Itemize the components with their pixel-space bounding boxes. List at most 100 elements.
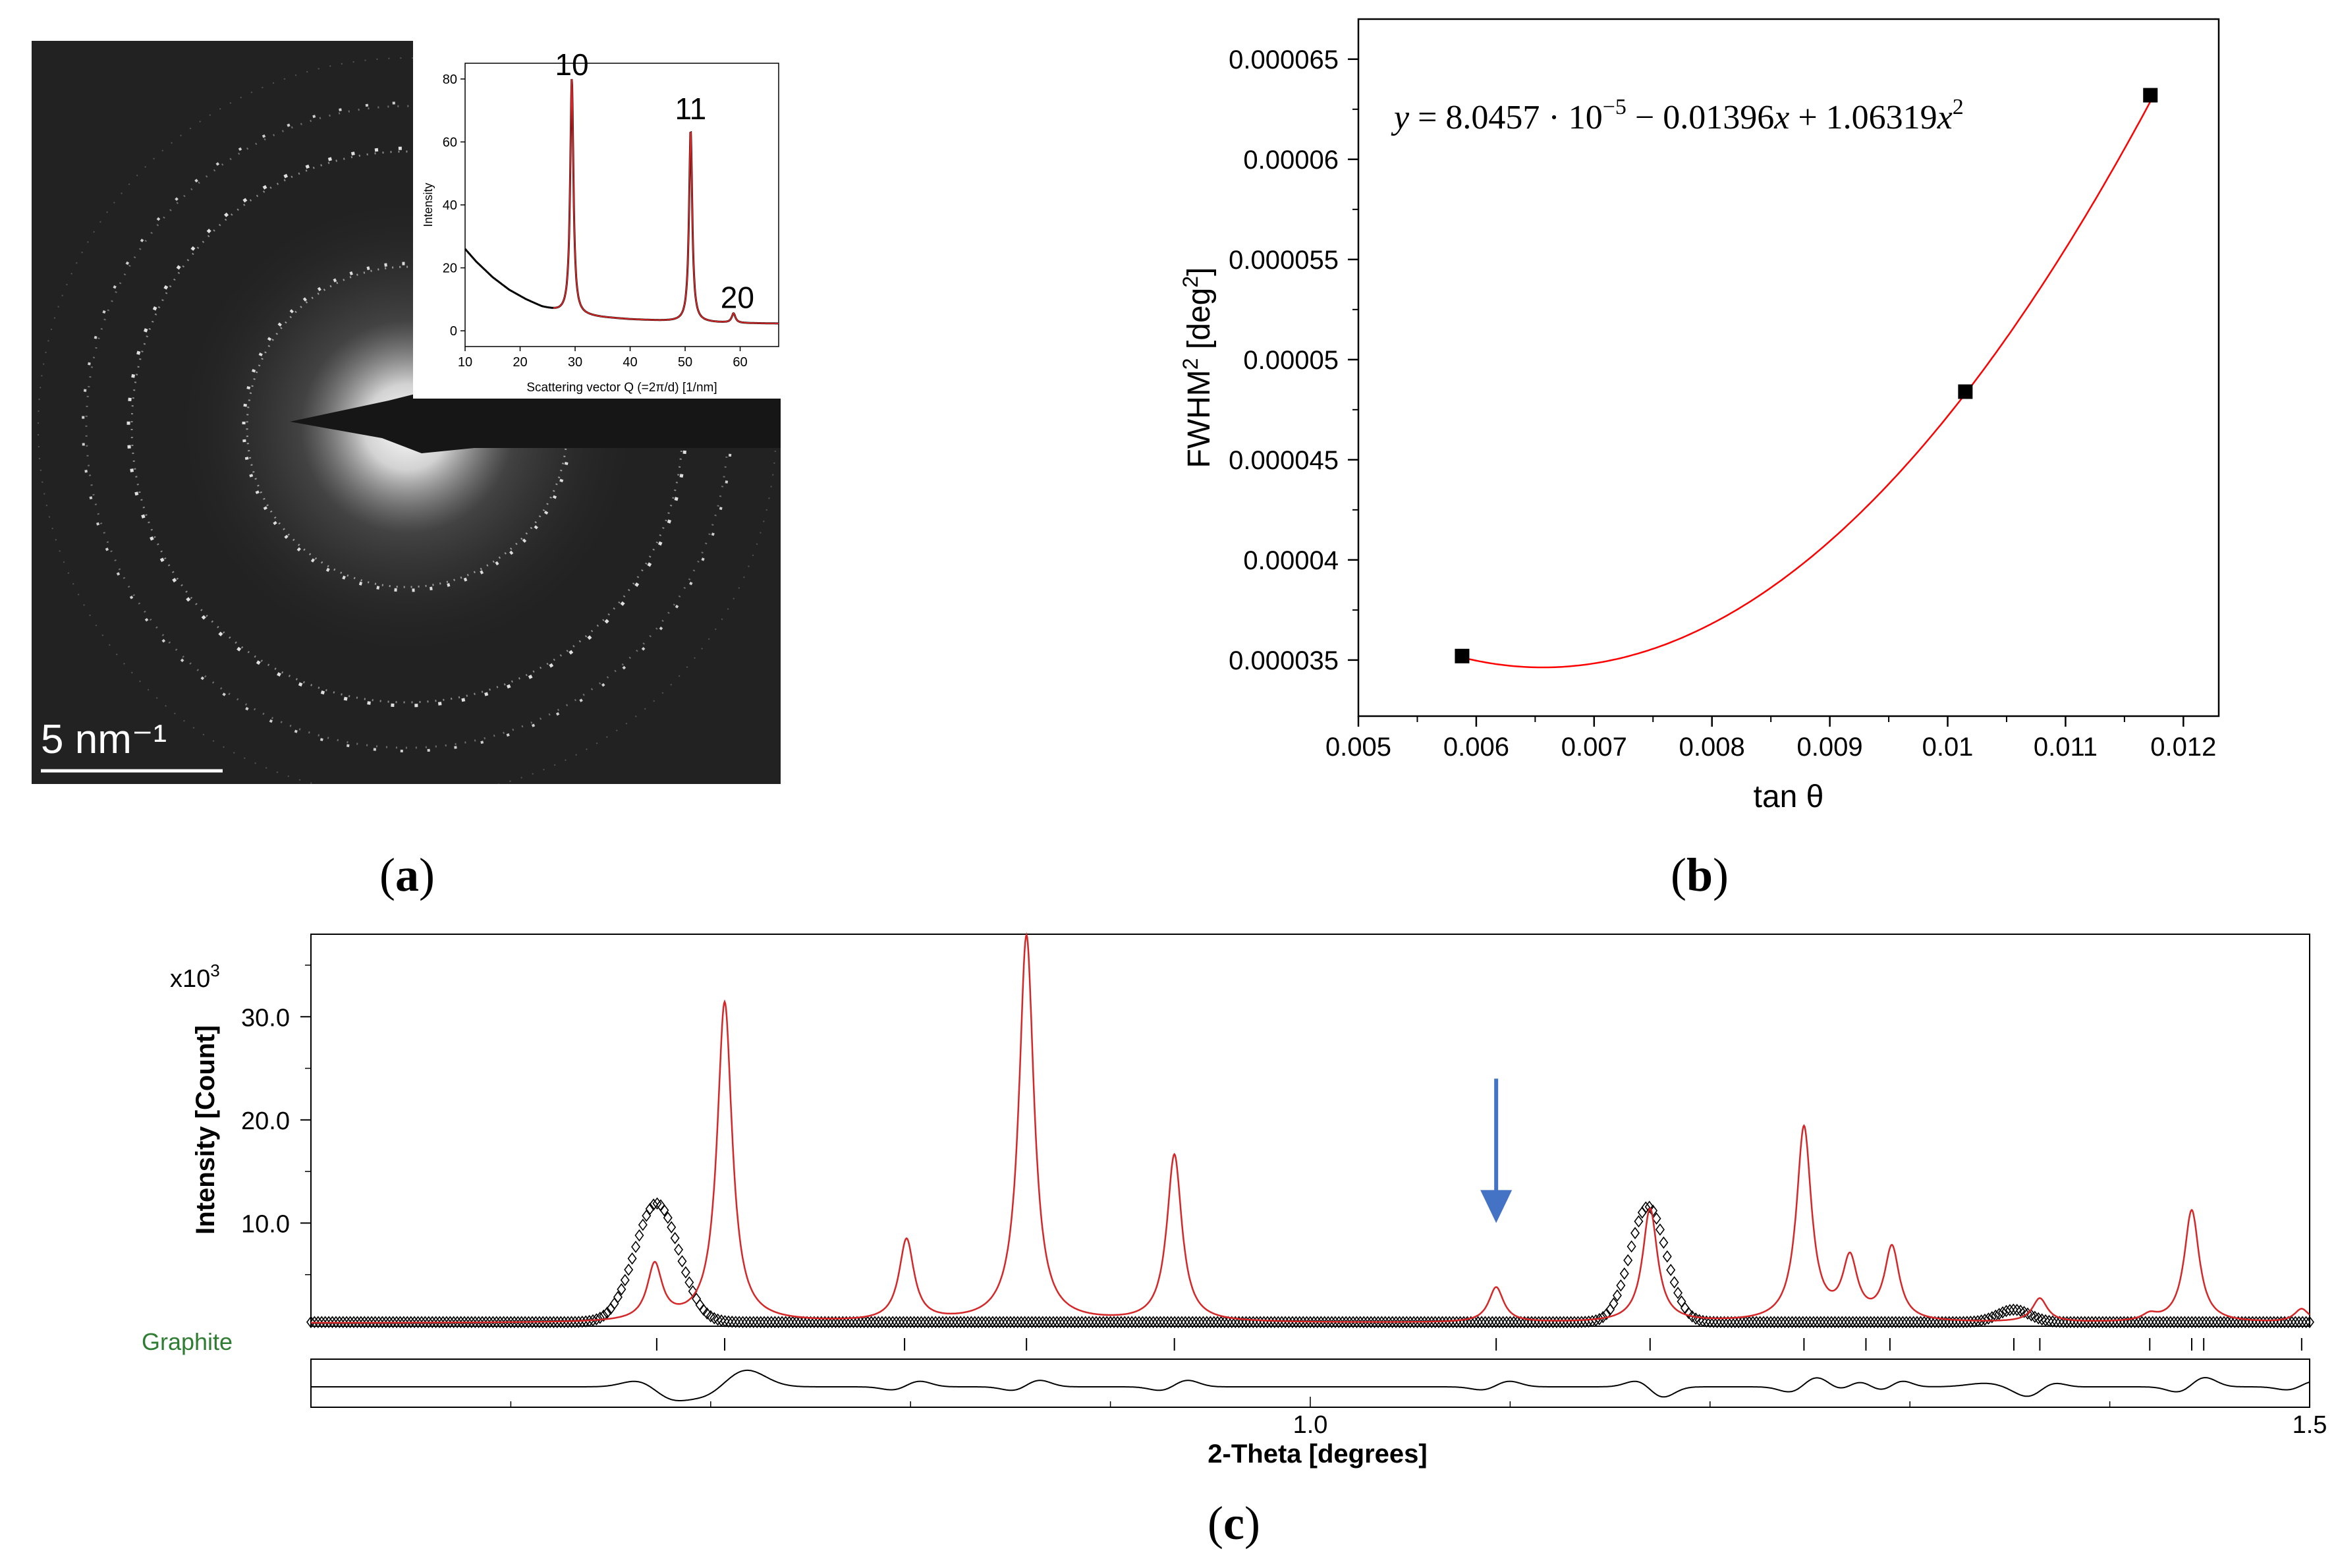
- observed-point: [1627, 1240, 1636, 1253]
- plot-b-y-tick-label: 0.000035: [1229, 646, 1339, 675]
- observed-point: [1166, 1316, 1176, 1329]
- observed-point: [563, 1316, 573, 1329]
- inset-peak-labels: 10 11 20: [555, 47, 754, 315]
- observed-point: [1873, 1316, 1883, 1329]
- observed-point: [795, 1316, 805, 1329]
- observed-point: [1202, 1316, 1211, 1329]
- observed-point: [1120, 1316, 1130, 1329]
- observed-point: [2087, 1316, 2097, 1329]
- observed-point: [1219, 1316, 1229, 1329]
- observed-point: [1484, 1316, 1493, 1329]
- observed-point: [1677, 1295, 1686, 1308]
- observed-point: [1955, 1316, 1965, 1329]
- observed-point: [2022, 1307, 2032, 1320]
- arrow-head: [1480, 1190, 1513, 1223]
- observed-point: [659, 1204, 669, 1217]
- observed-point: [1684, 1306, 1694, 1320]
- observed-point: [735, 1316, 744, 1328]
- observed-point: [1252, 1316, 1262, 1329]
- panel-label-a: (a): [379, 849, 435, 901]
- observed-point: [1923, 1316, 1933, 1329]
- observed-point: [613, 1291, 623, 1304]
- observed-point: [752, 1316, 762, 1329]
- observed-point: [1455, 1316, 1465, 1329]
- observed-point: [1644, 1200, 1654, 1214]
- observed-point: [1666, 1264, 1676, 1276]
- observed-point: [2201, 1316, 2211, 1329]
- observed-point: [2016, 1304, 2026, 1317]
- observed-point: [1513, 1316, 1522, 1329]
- observed-point: [1105, 1316, 1115, 1329]
- observed-point: [906, 1316, 916, 1329]
- observed-point: [1070, 1316, 1080, 1329]
- observed-point: [924, 1316, 933, 1329]
- observed-point: [1269, 1316, 1279, 1329]
- observed-point: [859, 1316, 869, 1329]
- phase-label-graphite: Graphite: [142, 1328, 233, 1355]
- observed-point: [1662, 1250, 1672, 1263]
- observed-point: [2144, 1316, 2154, 1329]
- observed-point: [1191, 1316, 1201, 1329]
- observed-point: [1812, 1316, 1822, 1329]
- observed-point: [1534, 1316, 1543, 1329]
- observed-point: [617, 1283, 626, 1296]
- observed-point: [670, 1231, 680, 1245]
- observed-point: [2137, 1316, 2147, 1329]
- observed-point: [2251, 1316, 2261, 1329]
- observed-point: [1898, 1316, 1908, 1329]
- observed-point: [1845, 1316, 1854, 1329]
- observed-point: [692, 1293, 702, 1305]
- observed-point: [1994, 1308, 2004, 1320]
- observed-point: [1098, 1316, 1108, 1329]
- observed-point: [2269, 1316, 2279, 1329]
- observed-point: [1141, 1316, 1151, 1329]
- observed-point: [2162, 1316, 2172, 1329]
- observed-point: [1027, 1316, 1037, 1329]
- observed-point: [1905, 1316, 1915, 1329]
- plot-b-x-tick-label: 0.006: [1443, 733, 1509, 762]
- observed-point: [1206, 1316, 1215, 1329]
- panel-a: 5 nm⁻¹ 10 20 30 40 50 60 0 20 40 60 80 10 11 20 In…: [32, 41, 781, 901]
- observed-point: [1102, 1316, 1112, 1329]
- observed-point: [1045, 1316, 1055, 1329]
- observed-point: [1159, 1316, 1169, 1329]
- observed-point: [1802, 1316, 1812, 1329]
- observed-point: [2176, 1316, 2186, 1329]
- observed-point: [1833, 1316, 1843, 1329]
- inset-axis-ticks: 10 20 30 40 50 60 0 20 40 60 80: [443, 72, 748, 370]
- observed-point: [559, 1316, 569, 1329]
- scale-bar-label: 5 nm⁻¹: [41, 717, 167, 762]
- observed-point: [1827, 1316, 1837, 1329]
- plot-b-x-tick-label: 0.011: [2034, 733, 2098, 762]
- observed-point: [1063, 1316, 1072, 1329]
- observed-point: [1130, 1316, 1140, 1329]
- observed-point: [2255, 1316, 2265, 1329]
- observed-point: [1059, 1316, 1069, 1329]
- observed-point: [1919, 1316, 1929, 1329]
- observed-point: [870, 1316, 880, 1329]
- observed-point: [1787, 1316, 1797, 1329]
- observed-point: [1177, 1316, 1186, 1329]
- observed-point: [2066, 1316, 2075, 1329]
- observed-point: [956, 1316, 966, 1329]
- observed-point: [1563, 1316, 1572, 1329]
- observed-point: [891, 1316, 901, 1329]
- plot-c-main-frame: [310, 934, 2310, 1327]
- observed-point: [977, 1316, 987, 1329]
- observed-point: [609, 1297, 619, 1310]
- observed-point: [1669, 1276, 1679, 1289]
- plot-c-y-tick-label: 30.0: [241, 1004, 290, 1032]
- observed-point: [1630, 1227, 1640, 1239]
- observed-point: [1256, 1316, 1265, 1329]
- observed-point: [748, 1316, 758, 1329]
- observed-point: [1673, 1287, 1683, 1299]
- observed-point: [1445, 1316, 1455, 1329]
- observed-point: [2291, 1316, 2300, 1329]
- observed-point: [1277, 1316, 1287, 1329]
- observed-point: [1173, 1316, 1183, 1329]
- observed-point: [1095, 1316, 1105, 1329]
- observed-point: [1545, 1316, 1554, 1329]
- observed-point: [1691, 1312, 1701, 1325]
- observed-point: [1762, 1316, 1772, 1329]
